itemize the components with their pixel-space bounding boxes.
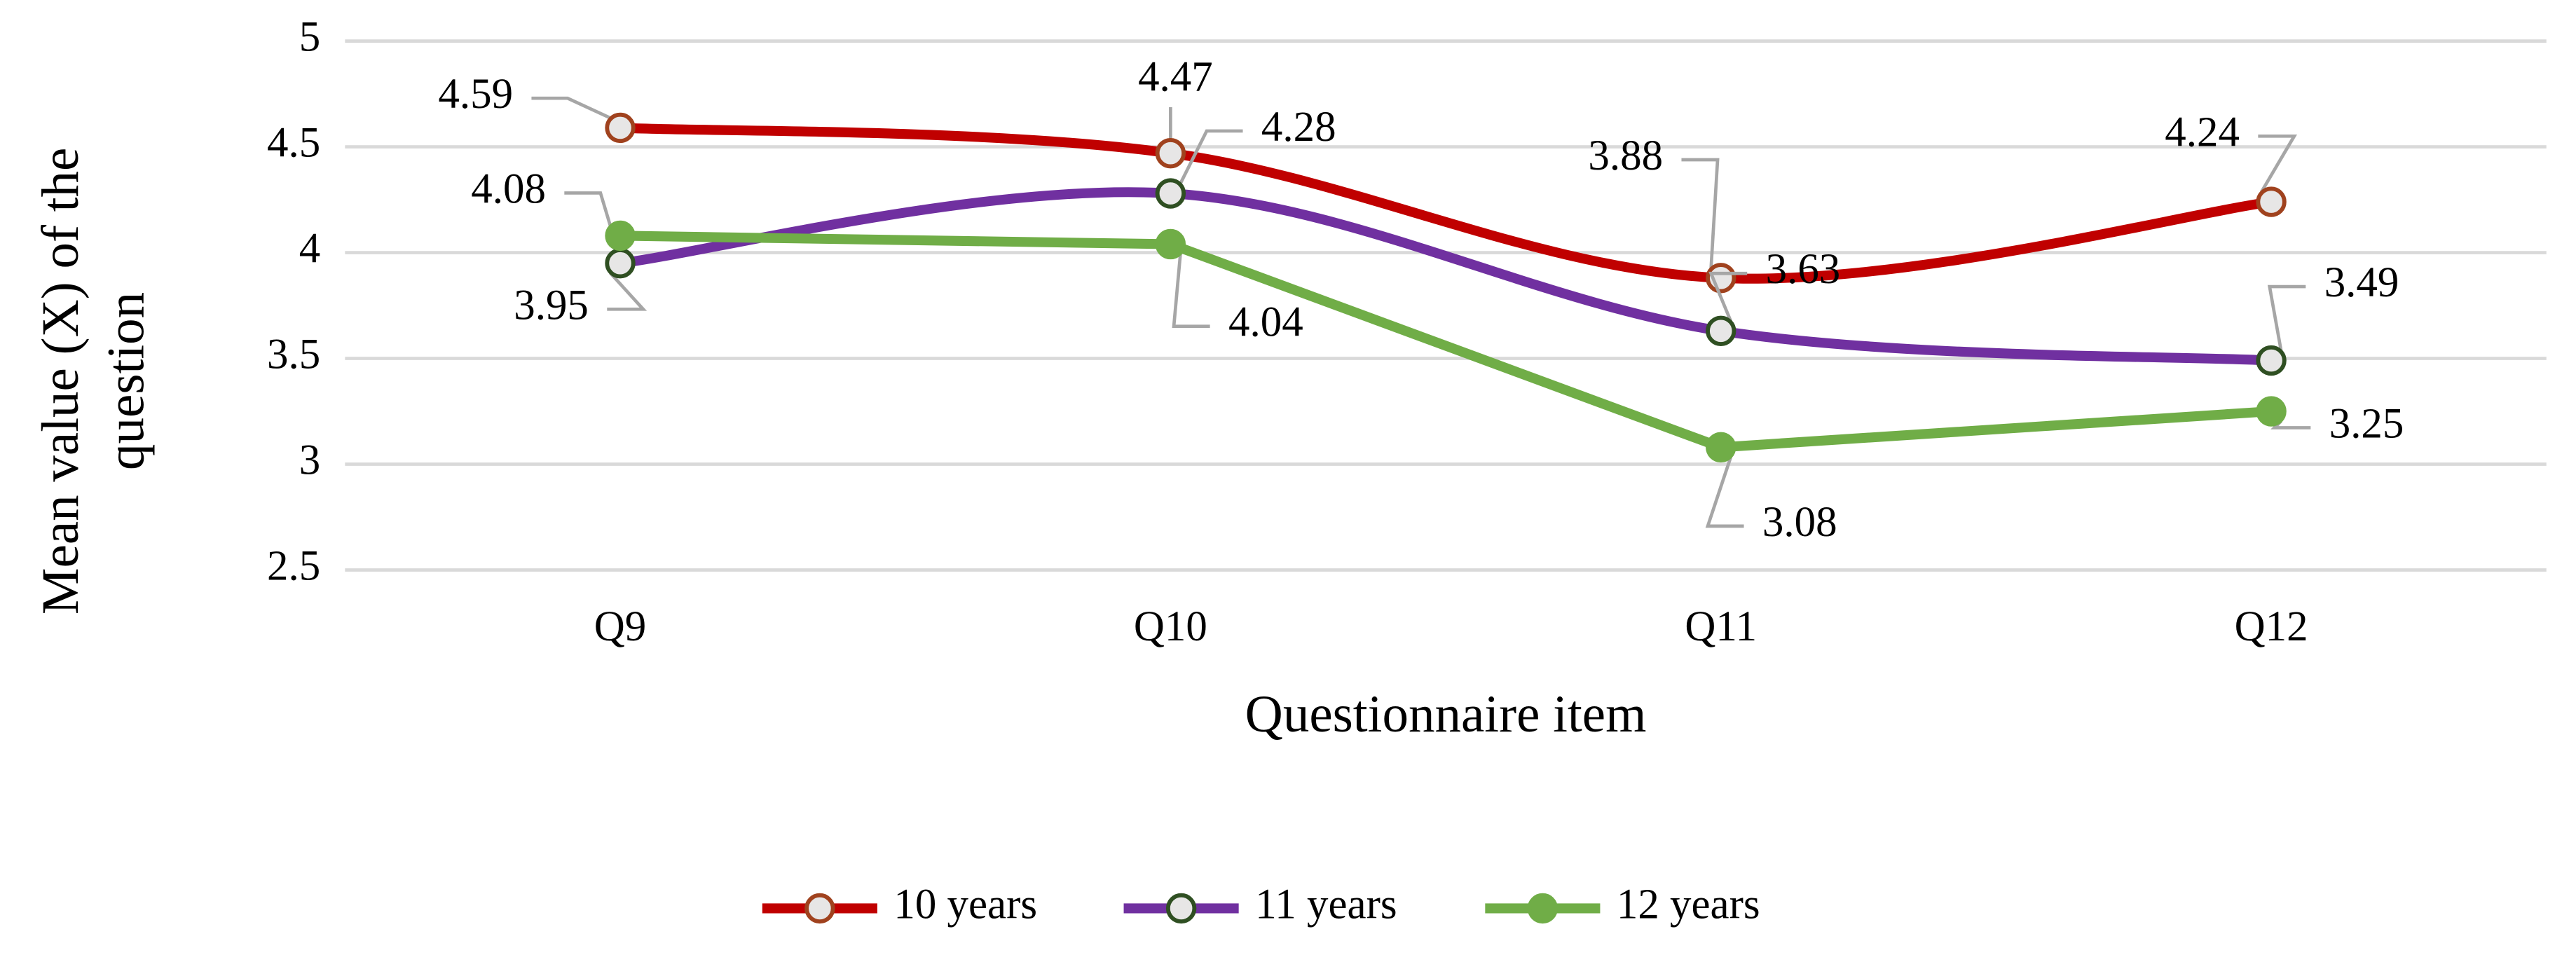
data-label: 4.24	[2165, 109, 2240, 156]
legend-label: 12 years	[1617, 881, 1760, 928]
marker	[2256, 345, 2287, 376]
legend-label: 11 years	[1255, 881, 1397, 928]
series-line	[615, 187, 2277, 366]
data-label: 4.28	[1261, 104, 1336, 151]
x-tick-label: Q11	[1685, 603, 1757, 650]
data-label: 3.88	[1588, 132, 1663, 179]
marker	[1155, 228, 1186, 260]
legend-marker	[1165, 893, 1197, 924]
y-tick-label: 2.5	[267, 542, 320, 589]
marker	[1706, 315, 1736, 346]
x-axis-title: Questionnaire item	[1245, 685, 1647, 743]
leader-line	[564, 191, 612, 227]
marker	[605, 112, 636, 144]
y-tick-label: 4.5	[267, 120, 320, 167]
leader-line	[531, 96, 611, 120]
data-label: 3.49	[2324, 259, 2399, 306]
series-line	[615, 123, 2277, 284]
marker	[1155, 137, 1186, 169]
data-label: 3.25	[2329, 400, 2404, 447]
x-tick-label: Q10	[1134, 603, 1207, 650]
leader-line	[2267, 284, 2306, 351]
data-label: 4.59	[438, 71, 513, 118]
y-tick-label: 5	[299, 14, 320, 61]
series-line	[615, 231, 2277, 453]
y-tick-label: 3.5	[267, 331, 320, 378]
x-tick-label: Q9	[594, 603, 646, 650]
leader-line	[1708, 271, 1748, 322]
marker	[2256, 186, 2287, 217]
leader-line	[607, 272, 648, 311]
marker	[605, 247, 636, 279]
legend-marker	[804, 893, 835, 924]
leader-line	[1681, 158, 1720, 268]
x-tick-label: Q12	[2235, 603, 2308, 650]
leader-line	[2258, 134, 2298, 193]
legend-label: 10 years	[893, 881, 1037, 928]
leader-line	[1179, 129, 1243, 184]
data-label: 4.04	[1228, 299, 1303, 346]
marker	[2256, 396, 2287, 427]
marker	[1155, 178, 1186, 209]
y-tick-label: 3	[299, 437, 320, 483]
leader-line	[1705, 456, 1744, 528]
data-label: 3.95	[514, 282, 589, 329]
y-tick-label: 4	[299, 226, 320, 273]
y-axis-title: Mean value (X) of the question	[32, 148, 156, 614]
data-label: 3.63	[1766, 246, 1841, 293]
marker	[1706, 432, 1736, 463]
leader-line	[1172, 254, 1210, 329]
marker	[605, 220, 636, 252]
data-label: 4.08	[471, 165, 546, 212]
legend-marker	[1527, 893, 1558, 924]
data-label: 4.47	[1138, 53, 1213, 100]
data-label: 3.08	[1762, 499, 1837, 546]
